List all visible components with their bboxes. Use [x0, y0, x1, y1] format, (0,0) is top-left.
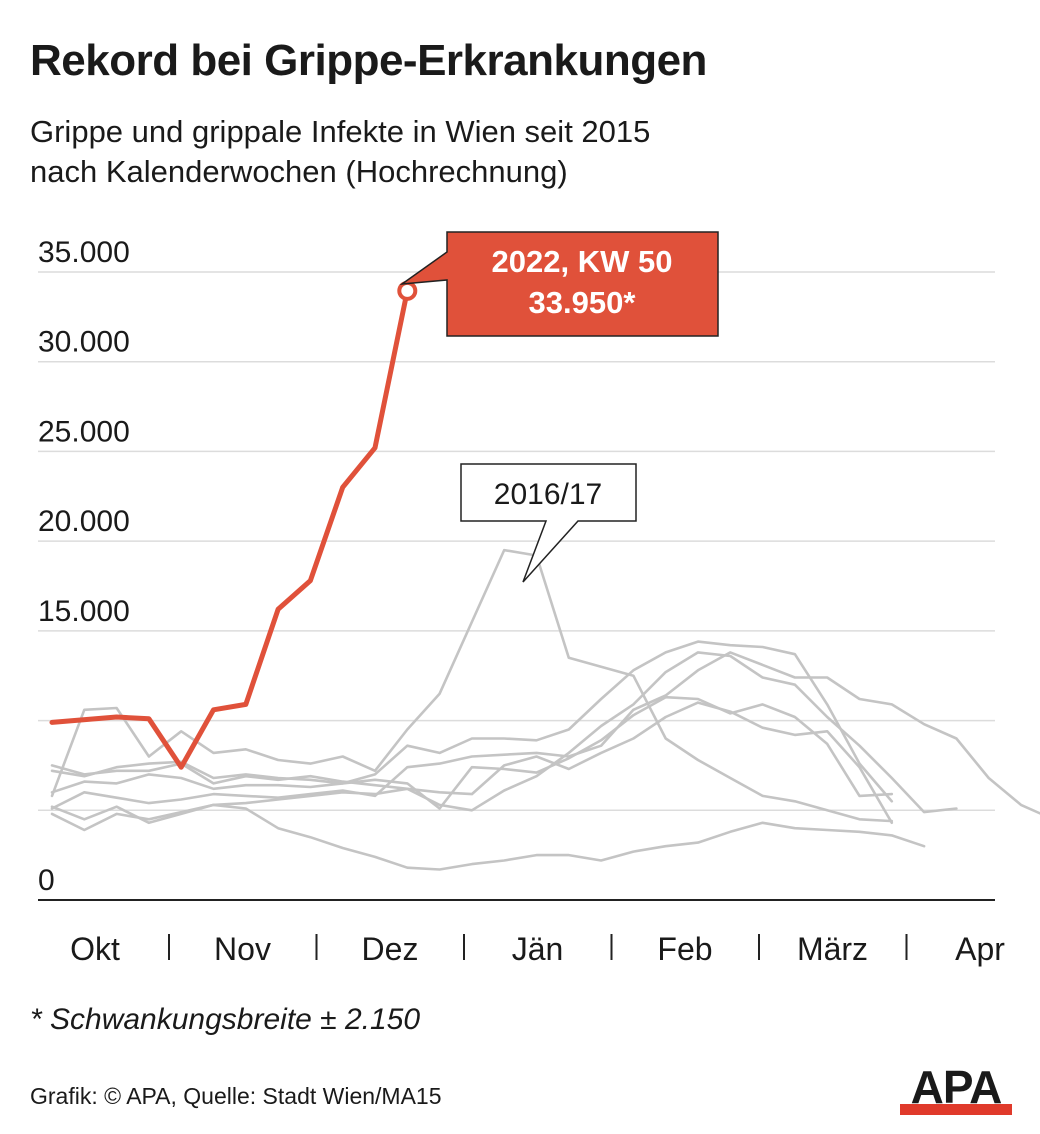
footnote: * Schwankungsbreite ± 2.150	[30, 1003, 421, 1036]
source-credit: Grafik: © APA, Quelle: Stadt Wien/MA15	[30, 1083, 442, 1109]
y-tick-label: 25.000	[38, 415, 130, 448]
x-month-label: Okt	[70, 931, 120, 967]
annotation-highlight-line1: 2022, KW 50	[492, 244, 673, 279]
y-tick-label: 15.000	[38, 595, 130, 628]
y-tick-labels: 0 15.000 20.000 25.000 30.000 35.000	[38, 236, 130, 897]
grey-series-line	[50, 701, 894, 825]
annotation-highlight-box	[399, 231, 719, 337]
annotation-grey-box	[460, 463, 637, 583]
subtitle-line-2: nach Kalenderwochen (Hochrechnung)	[30, 154, 568, 189]
apa-logo-bar	[900, 1104, 1012, 1115]
line-chart: 0 15.000 20.000 25.000 30.000 35.000 Okt Nov De…	[38, 231, 1040, 967]
y-tick-label: 35.000	[38, 236, 130, 269]
highlight-end-marker	[397, 280, 418, 301]
annotation-grey-label: 2016/17	[494, 478, 602, 511]
subtitle-line-1: Grippe und grippale Infekte in Wien seit…	[30, 114, 651, 149]
apa-logo-text: APA	[910, 1061, 1003, 1113]
y-tick-label: 20.000	[38, 505, 130, 538]
annotations: 2022, KW 50 33.950* 2016/17	[399, 231, 719, 583]
highlight-series-line	[49, 288, 410, 770]
y-tick-label: 30.000	[38, 326, 130, 359]
x-month-label: Jän	[512, 931, 564, 967]
grey-series-line	[50, 651, 1040, 815]
grid-lines	[38, 271, 995, 812]
grey-series-line	[50, 640, 894, 803]
x-axis: Okt Nov Dez Jän Feb März Apr	[38, 899, 1005, 967]
chart-subtitle: Grippe und grippale Infekte in Wien seit…	[30, 112, 930, 192]
grey-series-line	[50, 803, 926, 871]
grey-series-group	[50, 548, 1040, 871]
x-month-label: Dez	[362, 931, 419, 967]
apa-logo: APA	[900, 1061, 1012, 1116]
y-tick-label: 0	[38, 864, 55, 897]
x-month-label: März	[797, 931, 868, 967]
x-month-label: Feb	[657, 931, 712, 967]
grey-series-line	[50, 548, 894, 823]
annotation-highlight-line2: 33.950*	[529, 285, 637, 320]
chart-title: Rekord bei Grippe-Erkrankungen	[30, 36, 707, 85]
x-month-label: Nov	[214, 931, 271, 967]
grey-series-line	[50, 695, 894, 810]
x-month-label: Apr	[955, 931, 1005, 967]
